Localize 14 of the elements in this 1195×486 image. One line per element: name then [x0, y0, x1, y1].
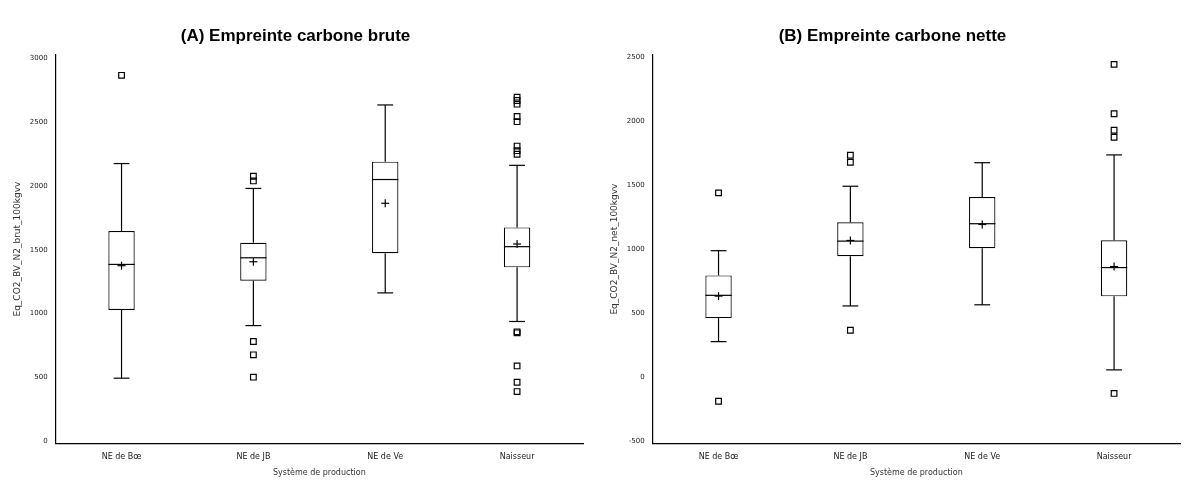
x-axis-title: Système de production [869, 467, 963, 478]
y-axis-title: Eq_CO2_BV_N2_brut_100kgvv [11, 180, 22, 317]
x-tick-label: NE de Ve [964, 451, 1001, 461]
x-tick-label: NE de JB [236, 451, 271, 461]
x-tick-label: NE de Bœ [101, 451, 142, 461]
x-tick-label: NE de JB [833, 451, 868, 461]
x-tick-label: NE de Bœ [698, 451, 739, 461]
x-tick-label: Naisseur [499, 451, 536, 461]
chart-title: (B) Empreinte carbone nette [778, 25, 1007, 45]
y-axis-title: Eq_CO2_BV_N2_net_100kgvv [608, 182, 619, 315]
x-tick-label: Naisseur [1096, 451, 1133, 461]
x-axis-title: Système de production [272, 467, 366, 478]
x-tick-label: NE de Ve [367, 451, 404, 461]
chart-title: (A) Empreinte carbone brute [180, 25, 411, 45]
